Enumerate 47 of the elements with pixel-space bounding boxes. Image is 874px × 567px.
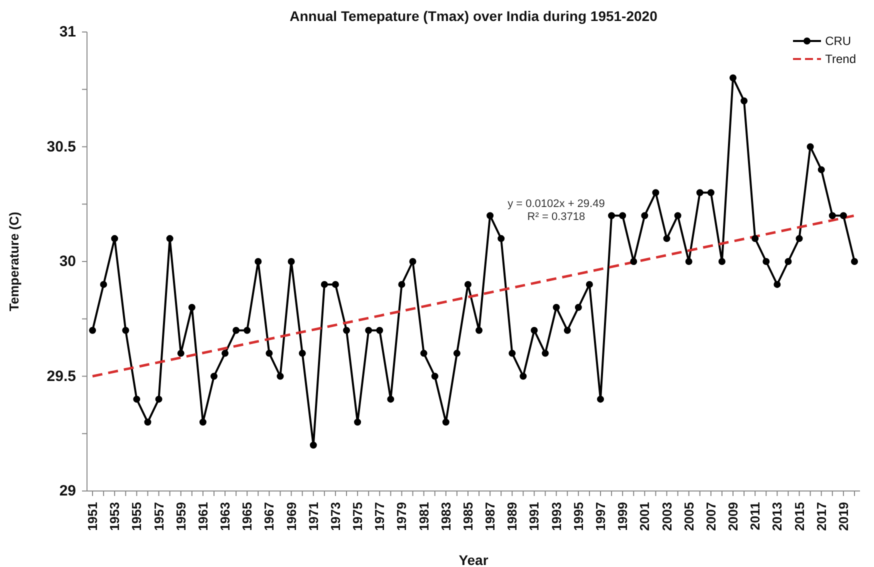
x-tick-label: 1989 [504, 502, 520, 531]
annotation: y = 0.0102x + 29.49 [506, 198, 606, 211]
x-tick-label: 1979 [394, 502, 410, 531]
y-tick-label: 31 [59, 24, 76, 40]
x-tick-label: 1969 [284, 502, 299, 531]
x-tick-label: 1981 [416, 502, 432, 531]
x-tick-label: 1975 [350, 502, 366, 531]
x-tick-label: 1993 [548, 502, 564, 531]
x-tick-label: 2009 [726, 502, 741, 531]
x-tick-label: 2011 [748, 502, 763, 530]
x-tick-label: 2007 [703, 502, 718, 531]
x-tick-label: 1987 [482, 502, 498, 531]
x-tick-label: 1953 [107, 502, 122, 531]
x-tick-label: 2003 [659, 502, 674, 531]
x-tick-label: 1991 [526, 502, 542, 531]
x-tick-label: 1973 [328, 502, 343, 531]
x-tick-label: 1999 [615, 502, 630, 531]
x-tick-label: 1963 [218, 502, 233, 531]
x-tick-label: 2015 [792, 502, 807, 531]
legend-label: CRU [825, 34, 852, 48]
x-tick-label: 1997 [592, 502, 608, 531]
annotation: R² = 0.3718 [526, 211, 586, 224]
x-tick-label: 1977 [372, 502, 388, 531]
x-tick-label: 1971 [306, 502, 321, 531]
y-tick-label: 30.5 [46, 138, 76, 156]
x-tick-label: 1957 [151, 502, 166, 531]
x-tick-label: 2017 [814, 502, 829, 531]
chart-title: Annual Temepature (Tmax) over India during 1951-2020 [288, 8, 658, 24]
x-tick-label: 1995 [570, 502, 586, 531]
x-tick-label: 2005 [681, 502, 696, 531]
x-axis-title: Year [458, 552, 489, 567]
y-tick-label: 29.5 [46, 368, 76, 385]
x-tick-label: 1965 [240, 502, 255, 531]
x-tick-label: 1967 [262, 502, 277, 531]
legend-label: Trend [825, 52, 856, 66]
x-tick-label: 2001 [637, 502, 652, 531]
x-tick-label: 2019 [836, 502, 851, 531]
y-tick-label: 30 [59, 253, 76, 270]
y-axis-title: Temperature (C) [6, 212, 22, 312]
x-tick-label: 1955 [129, 502, 144, 531]
x-tick-label: 1983 [438, 502, 454, 531]
x-tick-label: 1961 [195, 502, 210, 531]
y-tick-label: 29 [59, 482, 76, 500]
x-tick-label: 2013 [770, 502, 785, 531]
x-tick-label: 1985 [460, 502, 476, 531]
x-tick-label: 1951 [85, 502, 100, 531]
x-tick-label: 1959 [173, 502, 188, 531]
